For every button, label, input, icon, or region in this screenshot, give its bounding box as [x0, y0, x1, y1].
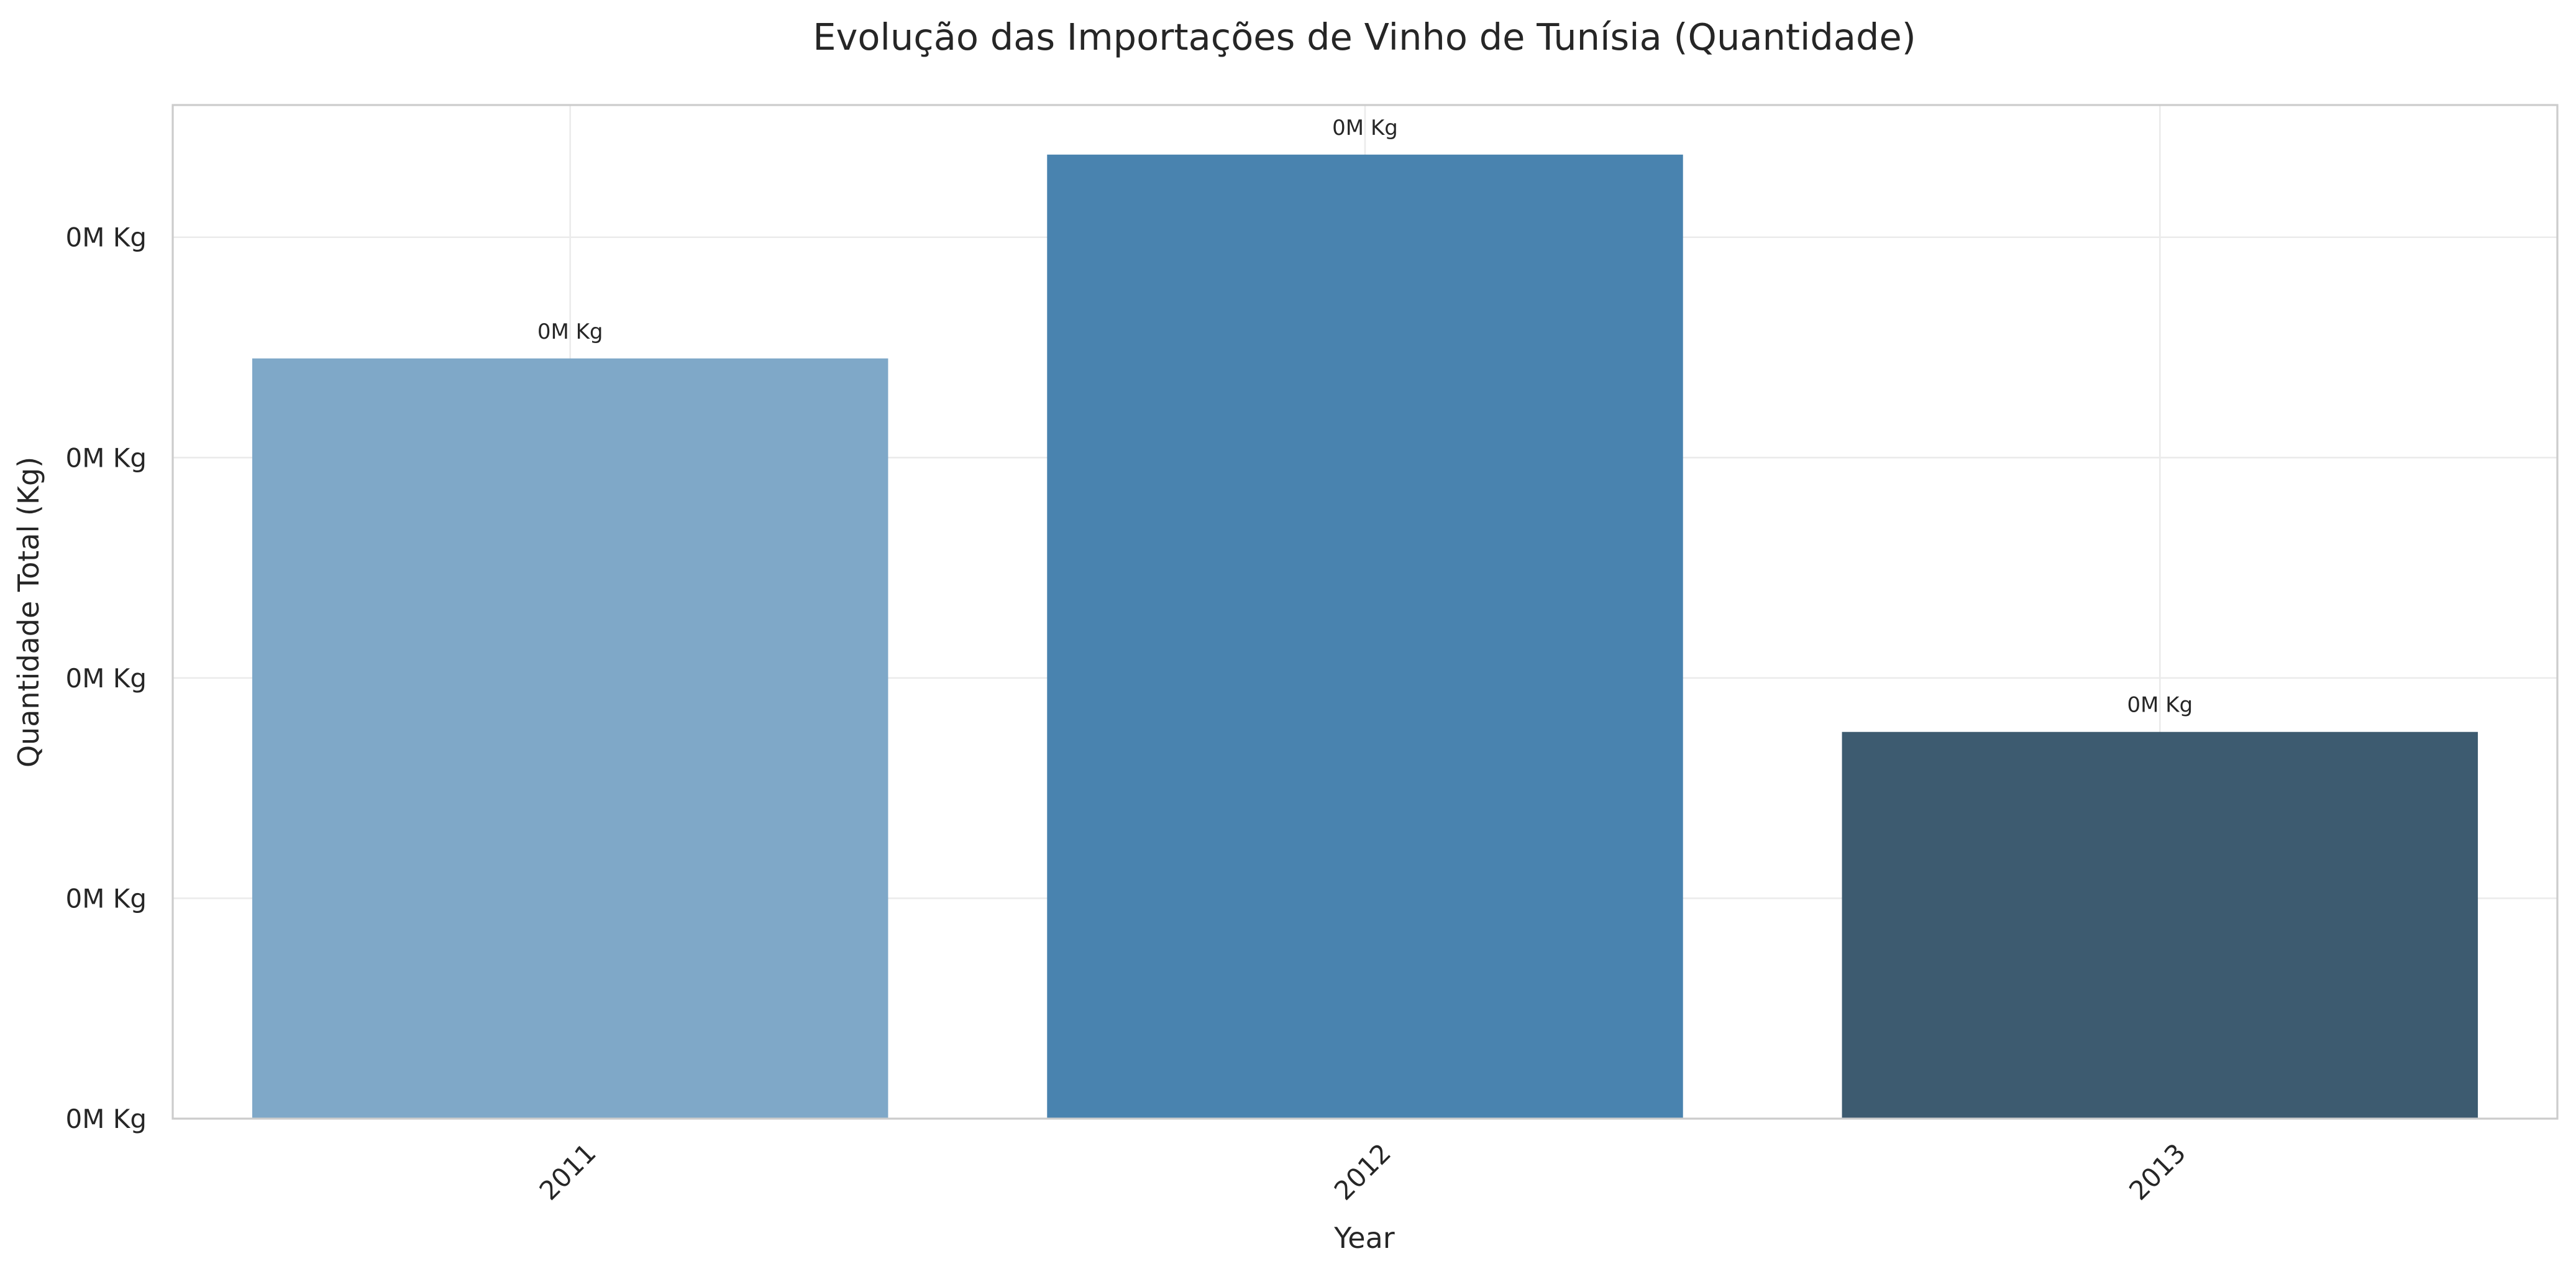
x-tick-label: 2013: [2123, 1137, 2191, 1206]
y-tick-label: 0M Kg: [65, 222, 147, 253]
bar-2013: [1842, 731, 2478, 1119]
bars: [252, 154, 2478, 1119]
x-tick-label: 2012: [1328, 1137, 1397, 1206]
data-label-2013: 0M Kg: [2127, 693, 2193, 718]
y-tick-label: 0M Kg: [65, 663, 147, 694]
data-labels: 0M Kg 0M Kg 0M Kg: [537, 116, 2193, 718]
y-tick-label: 0M Kg: [65, 1104, 147, 1134]
data-label-2011: 0M Kg: [537, 319, 603, 344]
chart-title: Evolução das Importações de Vinho de Tun…: [813, 16, 1916, 58]
y-axis-label: Quantidade Total (Kg): [12, 457, 45, 768]
bar-2011: [252, 358, 888, 1119]
y-tick-label: 0M Kg: [65, 442, 147, 473]
bar-2012: [1047, 154, 1683, 1119]
y-tick-label: 0M Kg: [65, 883, 147, 914]
x-axis-ticks: 2011 2012 2013: [534, 1137, 2192, 1206]
data-label-2012: 0M Kg: [1332, 116, 1398, 140]
x-axis-label: Year: [1333, 1221, 1394, 1255]
y-axis-ticks: 0M Kg 0M Kg 0M Kg 0M Kg 0M Kg: [65, 222, 147, 1134]
x-tick-label: 2011: [534, 1137, 602, 1206]
plot-frame: [171, 104, 2559, 1120]
